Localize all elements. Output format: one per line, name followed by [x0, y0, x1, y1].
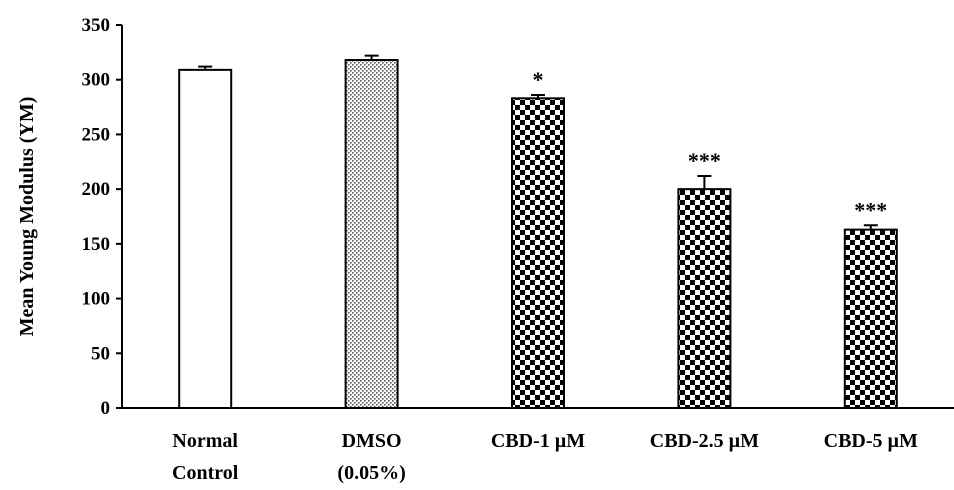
y-tick-label: 300	[82, 70, 111, 91]
x-category-label: Normal	[172, 430, 238, 452]
bar-2	[344, 59, 399, 409]
x-category-label: DMSO	[342, 430, 402, 452]
x-category-label: CBD-2.5 µM	[650, 430, 759, 452]
y-tick-label: 0	[101, 398, 111, 419]
y-tick-label: 100	[82, 289, 111, 310]
y-tick-label: 150	[82, 234, 111, 255]
y-tick-label: 350	[82, 15, 111, 36]
y-tick-label: 200	[82, 179, 111, 200]
significance-label-4: ***	[688, 148, 721, 173]
bar-5	[843, 228, 898, 409]
bar-1	[178, 68, 233, 409]
y-tick-label: 50	[91, 343, 110, 364]
x-category-label: CBD-1 µM	[491, 430, 585, 452]
significance-label-3: *	[533, 67, 544, 92]
bar-3	[511, 97, 565, 410]
x-category-label: (0.05%)	[337, 462, 405, 484]
bar-4	[677, 188, 732, 409]
significance-label-5: ***	[854, 197, 887, 222]
y-tick-label: 250	[82, 124, 111, 145]
y-axis-title: Mean Young Modulus (YM)	[16, 97, 38, 337]
x-category-label: Control	[172, 462, 239, 484]
x-category-label: CBD-5 µM	[824, 430, 918, 452]
